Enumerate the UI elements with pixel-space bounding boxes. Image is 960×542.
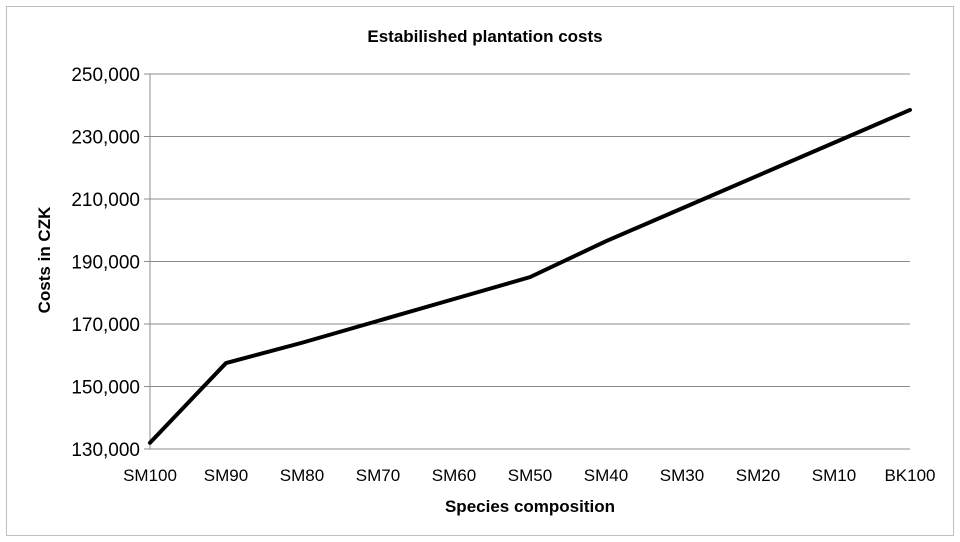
y-tick-label: 190,000 — [71, 253, 140, 274]
x-tick-label: SM30 — [660, 466, 704, 485]
y-axis-title: Costs in CZK — [35, 206, 54, 313]
x-tick-label: SM50 — [508, 466, 552, 485]
x-tick-label: SM90 — [204, 466, 248, 485]
x-tick-label: SM80 — [280, 466, 324, 485]
y-tick-label: 210,000 — [71, 190, 140, 211]
chart-frame — [6, 6, 954, 536]
chart-title: Estabilished plantation costs — [367, 27, 602, 46]
y-tick-label: 150,000 — [71, 378, 140, 399]
x-tick-labels: SM100 SM90 SM80 SM70 SM60 SM50 SM40 SM30 SM20 SM1… — [123, 466, 935, 485]
y-tick-label: 230,000 — [71, 128, 140, 149]
x-tick-label: SM40 — [584, 466, 628, 485]
y-tick-labels: 130,000 150,000 170,000 190,000 210,000 230,0… — [71, 65, 140, 461]
x-axis-title: Species composition — [445, 497, 615, 516]
x-tick-label: BK100 — [884, 466, 935, 485]
x-tick-label: SM60 — [432, 466, 476, 485]
gridlines — [144, 73, 910, 450]
x-tick-label: SM70 — [356, 466, 400, 485]
y-tick-label: 130,000 — [71, 440, 140, 461]
x-tick-label: SM100 — [123, 466, 177, 485]
y-tick-label: 250,000 — [71, 65, 140, 86]
x-tick-label: SM20 — [736, 466, 780, 485]
y-tick-label: 170,000 — [71, 315, 140, 336]
series-group — [148, 107, 912, 445]
series-line — [148, 107, 912, 445]
x-tick-label: SM10 — [812, 466, 856, 485]
